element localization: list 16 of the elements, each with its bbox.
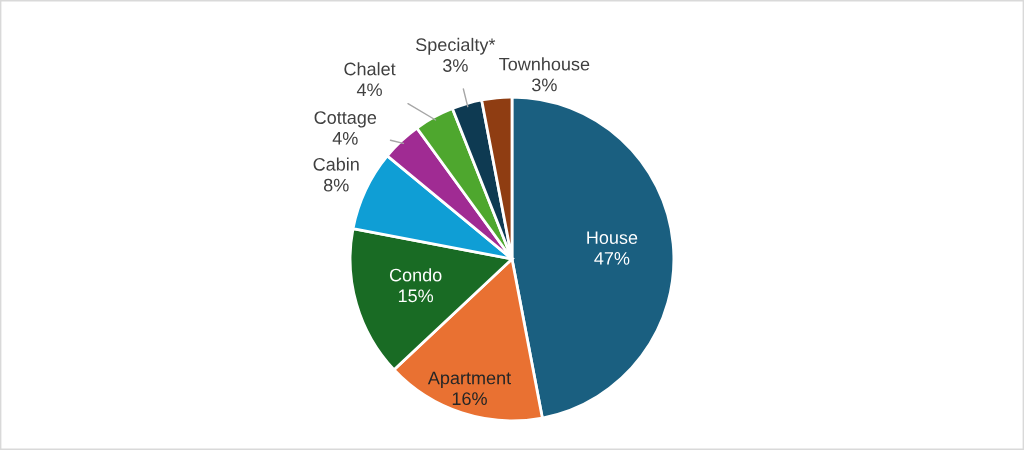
- slice-label: Specialty*: [416, 37, 496, 55]
- data-label: 15%: [398, 289, 434, 303]
- data-label: 3%: [442, 59, 468, 72]
- data-label: 8%: [323, 178, 349, 192]
- data-label: 4%: [356, 83, 382, 97]
- slice-label: House: [587, 231, 638, 245]
- data-label: 16%: [452, 392, 487, 406]
- slice-label: Cabin: [313, 157, 359, 171]
- slice-label: Apartment: [427, 371, 511, 388]
- data-label: 4%: [332, 132, 358, 145]
- slice-label: Condo: [389, 268, 442, 282]
- slice-label: Townhouse: [499, 57, 590, 71]
- slice-label: Cottage: [314, 111, 377, 128]
- data-label: 3%: [532, 78, 557, 92]
- data-label: 47%: [594, 252, 630, 265]
- slice-label: Chalet: [344, 62, 396, 76]
